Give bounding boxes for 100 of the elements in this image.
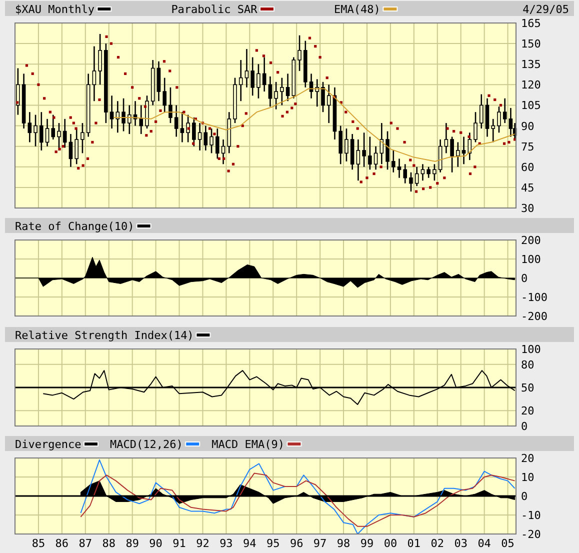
y-tick-label: 135 <box>521 58 541 72</box>
candlestick <box>444 122 448 154</box>
candlestick <box>420 164 425 182</box>
candlestick <box>497 106 501 134</box>
candlestick <box>62 118 67 148</box>
candlestick <box>326 84 331 124</box>
x-tick-label: 93 <box>220 537 233 550</box>
candlestick <box>68 133 73 168</box>
x-tick-label: 86 <box>55 537 69 550</box>
candlestick <box>432 164 436 182</box>
x-tick-label: 89 <box>126 537 139 550</box>
x-tick-label: 95 <box>266 537 280 550</box>
y-tick-label: 0 <box>521 490 528 503</box>
y-tick-label: 30 <box>521 202 534 215</box>
y-tick-label: 50 <box>521 382 534 394</box>
candlestick <box>374 146 378 170</box>
y-tick-label: 100 <box>521 253 541 266</box>
candlestick <box>491 118 496 143</box>
candlestick <box>45 118 50 147</box>
candlestick <box>462 136 466 165</box>
y-tick-label: 45 <box>521 181 534 194</box>
candlestick <box>139 104 144 135</box>
candlestick <box>122 98 126 132</box>
candlestick <box>456 142 460 168</box>
y-tick-label: 0 <box>521 272 528 285</box>
y-tick-label: 150 <box>521 38 541 51</box>
candlestick <box>250 56 254 96</box>
candlestick <box>156 60 161 102</box>
x-tick-label: 04 <box>478 537 492 550</box>
candlestick <box>98 33 102 86</box>
candlestick <box>268 76 272 108</box>
x-tick-label: 85 <box>32 537 46 550</box>
x-tick-label: 91 <box>172 537 186 550</box>
candlestick <box>362 132 366 168</box>
y-tick-label: 200 <box>521 234 541 247</box>
y-tick-label: 105 <box>521 99 541 112</box>
y-tick-label: -10 <box>521 509 541 522</box>
y-tick-label: -20 <box>521 528 541 541</box>
x-tick-label: 87 <box>78 537 92 550</box>
y-tick-label: 20 <box>521 452 534 465</box>
candlestick <box>474 111 478 143</box>
y-tick-label: -100 <box>521 291 548 304</box>
legend-label: Rate of Change(10) <box>15 220 134 233</box>
x-tick-label: 96 <box>290 537 304 550</box>
y-tick-label: 0 <box>521 420 528 433</box>
text: 4/29/05 <box>522 3 569 16</box>
candlestick <box>180 111 184 143</box>
candlestick <box>403 164 408 184</box>
candlestick <box>386 130 390 170</box>
y-tick-label: 80 <box>521 358 534 372</box>
candlestick <box>426 166 430 178</box>
legend-label: Relative Strength Index(14) <box>15 329 194 342</box>
legend-label: EMA(48) <box>334 3 380 16</box>
y-tick-label: 10 <box>521 471 534 484</box>
x-tick-label: 97 <box>313 537 327 550</box>
candlestick <box>485 98 490 138</box>
x-tick-label: 98 <box>336 537 350 550</box>
candlestick <box>274 81 278 110</box>
candlestick <box>338 125 342 165</box>
candlestick <box>502 98 507 124</box>
candlestick <box>127 104 132 135</box>
candlestick <box>256 63 260 100</box>
x-tick-label: 99 <box>360 537 374 550</box>
x-tick-label: 00 <box>384 537 398 550</box>
candlestick <box>204 125 208 152</box>
candlestick <box>508 107 513 138</box>
legend-label: MACD(12,26) <box>110 438 183 451</box>
x-tick-label: 94 <box>243 537 257 550</box>
candlestick <box>221 138 226 165</box>
candlestick <box>92 46 96 102</box>
candlestick <box>344 128 348 162</box>
y-tick-label: 165 <box>521 17 541 30</box>
candlestick <box>51 114 56 140</box>
line-series <box>80 459 516 534</box>
candlestick <box>40 111 44 152</box>
line-series <box>80 472 516 527</box>
x-tick-label: 01 <box>407 537 421 550</box>
candlestick <box>174 104 178 138</box>
y-tick-label: 120 <box>521 78 541 92</box>
x-tick-label: 90 <box>149 537 162 550</box>
candlestick <box>479 94 484 130</box>
y-tick-label: 90 <box>521 120 534 133</box>
candlestick <box>168 86 172 124</box>
candlestick <box>244 48 249 88</box>
candlestick <box>450 136 454 174</box>
candlestick <box>80 122 84 154</box>
candlestick <box>34 114 38 147</box>
candlestick <box>391 150 396 174</box>
candlestick <box>238 59 243 102</box>
y-tick-label: 75 <box>521 140 534 154</box>
x-tick-label: 03 <box>454 537 468 550</box>
candlestick <box>286 73 290 102</box>
candlestick <box>321 81 325 113</box>
candlestick <box>74 128 78 165</box>
y-tick-label: -200 <box>521 310 548 323</box>
legend-label: Divergence <box>15 438 82 451</box>
candlestick <box>397 158 402 178</box>
legend-label: Parabolic SAR <box>171 3 258 16</box>
x-tick-label: 88 <box>102 537 116 550</box>
y-tick-label: 20 <box>521 404 534 418</box>
